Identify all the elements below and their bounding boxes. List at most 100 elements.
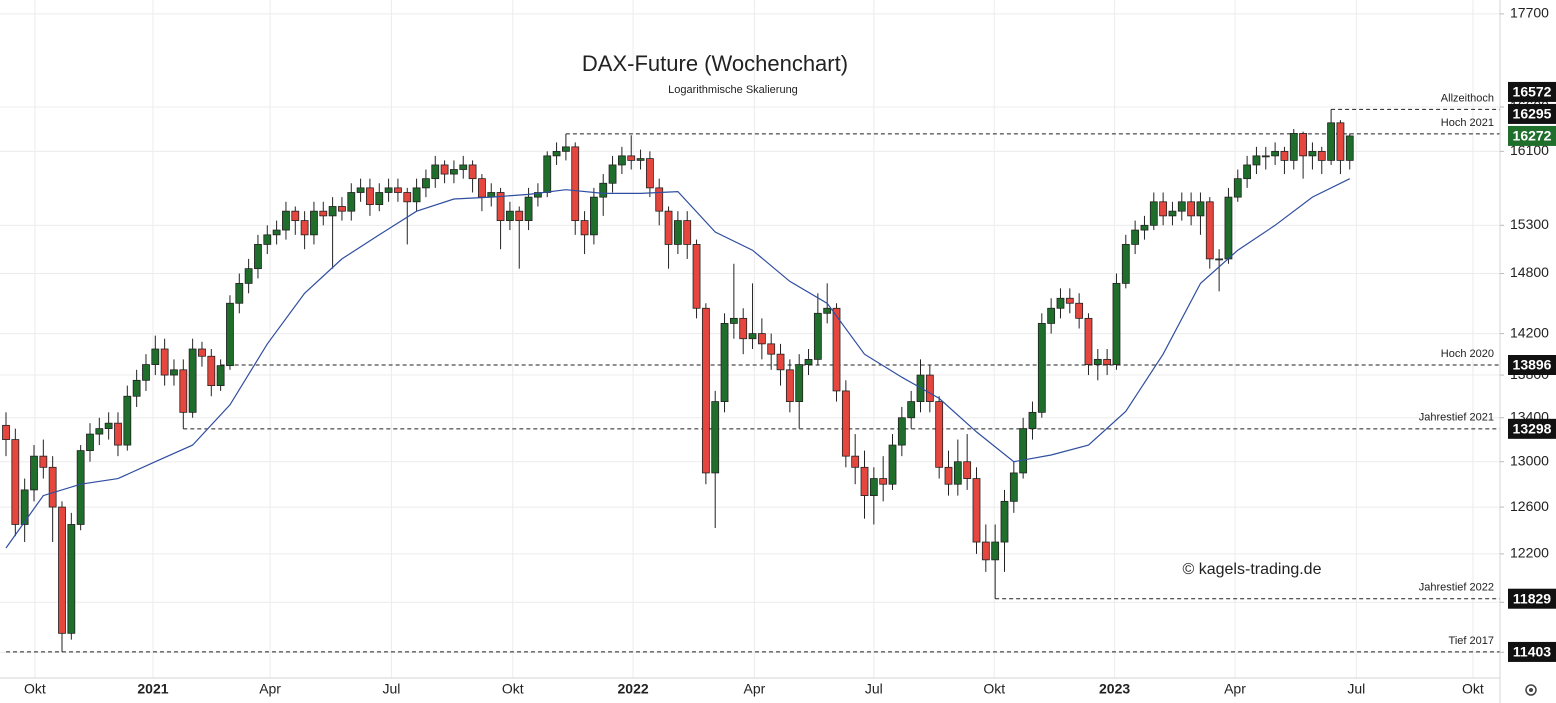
candle-body bbox=[431, 164, 440, 180]
candle-body bbox=[860, 466, 869, 497]
candle-body bbox=[356, 187, 365, 193]
candle-body bbox=[375, 192, 384, 206]
candle-body bbox=[39, 455, 48, 468]
price-box-label: 13298 bbox=[1513, 421, 1552, 437]
candle-body bbox=[1065, 297, 1074, 304]
candle-body bbox=[506, 210, 514, 221]
candle-body bbox=[450, 169, 458, 175]
candle-body bbox=[767, 343, 776, 355]
candle-body bbox=[1327, 122, 1335, 161]
candle-body bbox=[226, 302, 234, 367]
candle-body bbox=[1271, 150, 1280, 157]
candle-body bbox=[496, 192, 505, 221]
level-label: Hoch 2021 bbox=[1441, 117, 1494, 129]
candle-body bbox=[263, 234, 272, 245]
candle-body bbox=[720, 323, 729, 402]
candle-body bbox=[823, 307, 832, 314]
candle-body bbox=[468, 164, 477, 180]
chart-title: DAX-Future (Wochenchart) bbox=[582, 51, 848, 76]
candle-body bbox=[673, 220, 682, 245]
candle-body bbox=[1075, 302, 1084, 319]
candle-body bbox=[907, 401, 916, 419]
candle-body bbox=[160, 348, 169, 376]
level-label: Jahrestief 2022 bbox=[1419, 582, 1494, 594]
candle-body bbox=[142, 364, 150, 381]
candle-body bbox=[963, 461, 972, 479]
candle-body bbox=[412, 187, 421, 203]
price-box-label: 16572 bbox=[1513, 84, 1552, 100]
x-tick-label: Apr bbox=[744, 681, 766, 697]
y-tick-label: 12200 bbox=[1510, 545, 1549, 561]
x-tick-label: Jul bbox=[865, 681, 883, 697]
y-tick-label: 12600 bbox=[1510, 498, 1549, 514]
candle-body bbox=[1205, 201, 1214, 260]
y-tick-label: 17700 bbox=[1510, 5, 1549, 21]
candle-body bbox=[1000, 500, 1009, 543]
price-box bbox=[1508, 355, 1556, 376]
candle-body bbox=[95, 428, 104, 435]
candle-body bbox=[1028, 411, 1037, 430]
candle-body bbox=[1084, 317, 1093, 365]
candle-body bbox=[328, 206, 337, 217]
price-box-label: 16295 bbox=[1513, 106, 1552, 122]
candle-body bbox=[86, 433, 94, 452]
candle-body bbox=[748, 333, 757, 340]
candle-body bbox=[114, 422, 122, 446]
candle-body bbox=[1168, 210, 1177, 217]
candle-body bbox=[366, 187, 374, 206]
price-box-label: 11829 bbox=[1513, 590, 1551, 606]
y-tick-label: 13000 bbox=[1510, 452, 1549, 468]
candle-body bbox=[879, 478, 888, 485]
candle-body bbox=[1345, 135, 1354, 161]
candle-body bbox=[123, 395, 132, 446]
candle-body bbox=[310, 210, 318, 236]
candle-body bbox=[30, 455, 38, 491]
candle-body bbox=[562, 146, 570, 152]
candle-body bbox=[1224, 196, 1233, 260]
level-label: Hoch 2020 bbox=[1441, 348, 1494, 360]
candle-body bbox=[58, 506, 66, 634]
price-box-label: 13896 bbox=[1513, 357, 1552, 373]
candle-body bbox=[972, 478, 981, 543]
candle-body bbox=[1215, 258, 1224, 261]
candle-body bbox=[897, 417, 906, 446]
x-tick-label: Jul bbox=[1347, 681, 1365, 697]
watermark: © kagels-trading.de bbox=[1183, 561, 1322, 578]
candle-body bbox=[608, 164, 617, 184]
candle-body bbox=[524, 196, 533, 221]
candle-body bbox=[20, 489, 29, 525]
x-tick-label: Okt bbox=[1462, 681, 1484, 697]
candle-body bbox=[235, 282, 244, 304]
candle-body bbox=[2, 424, 10, 440]
candle-body bbox=[1336, 122, 1345, 161]
candle-body bbox=[1299, 133, 1308, 157]
settings-button[interactable] bbox=[1525, 684, 1537, 696]
candle-body bbox=[953, 461, 962, 485]
price-box-label: 16272 bbox=[1513, 128, 1552, 144]
candle-body bbox=[1317, 150, 1326, 161]
price-box bbox=[1508, 103, 1556, 124]
candle-body bbox=[991, 541, 1000, 561]
candle-body bbox=[179, 369, 188, 413]
x-tick-label: Apr bbox=[259, 681, 281, 697]
candle-body bbox=[664, 210, 673, 245]
settings-icon[interactable] bbox=[1525, 684, 1537, 696]
candle-body bbox=[785, 369, 794, 402]
candle-body bbox=[1243, 164, 1252, 180]
candle-body bbox=[1261, 155, 1270, 158]
candle-body bbox=[841, 390, 850, 457]
candle-body bbox=[347, 192, 356, 212]
candle-body bbox=[888, 444, 897, 485]
candle-body bbox=[1149, 201, 1158, 226]
candle-body bbox=[1140, 224, 1149, 231]
moving-average bbox=[5, 178, 1351, 549]
chart-subtitle: Logarithmische Skalierung bbox=[668, 84, 798, 96]
candle-body bbox=[636, 158, 645, 161]
candle-body bbox=[739, 317, 748, 340]
level-label: Allzeithoch bbox=[1441, 92, 1494, 104]
candle-body bbox=[617, 155, 626, 166]
settings-icon-dot[interactable] bbox=[1529, 688, 1533, 692]
candle-body bbox=[1177, 201, 1186, 212]
candle-body bbox=[981, 541, 990, 561]
